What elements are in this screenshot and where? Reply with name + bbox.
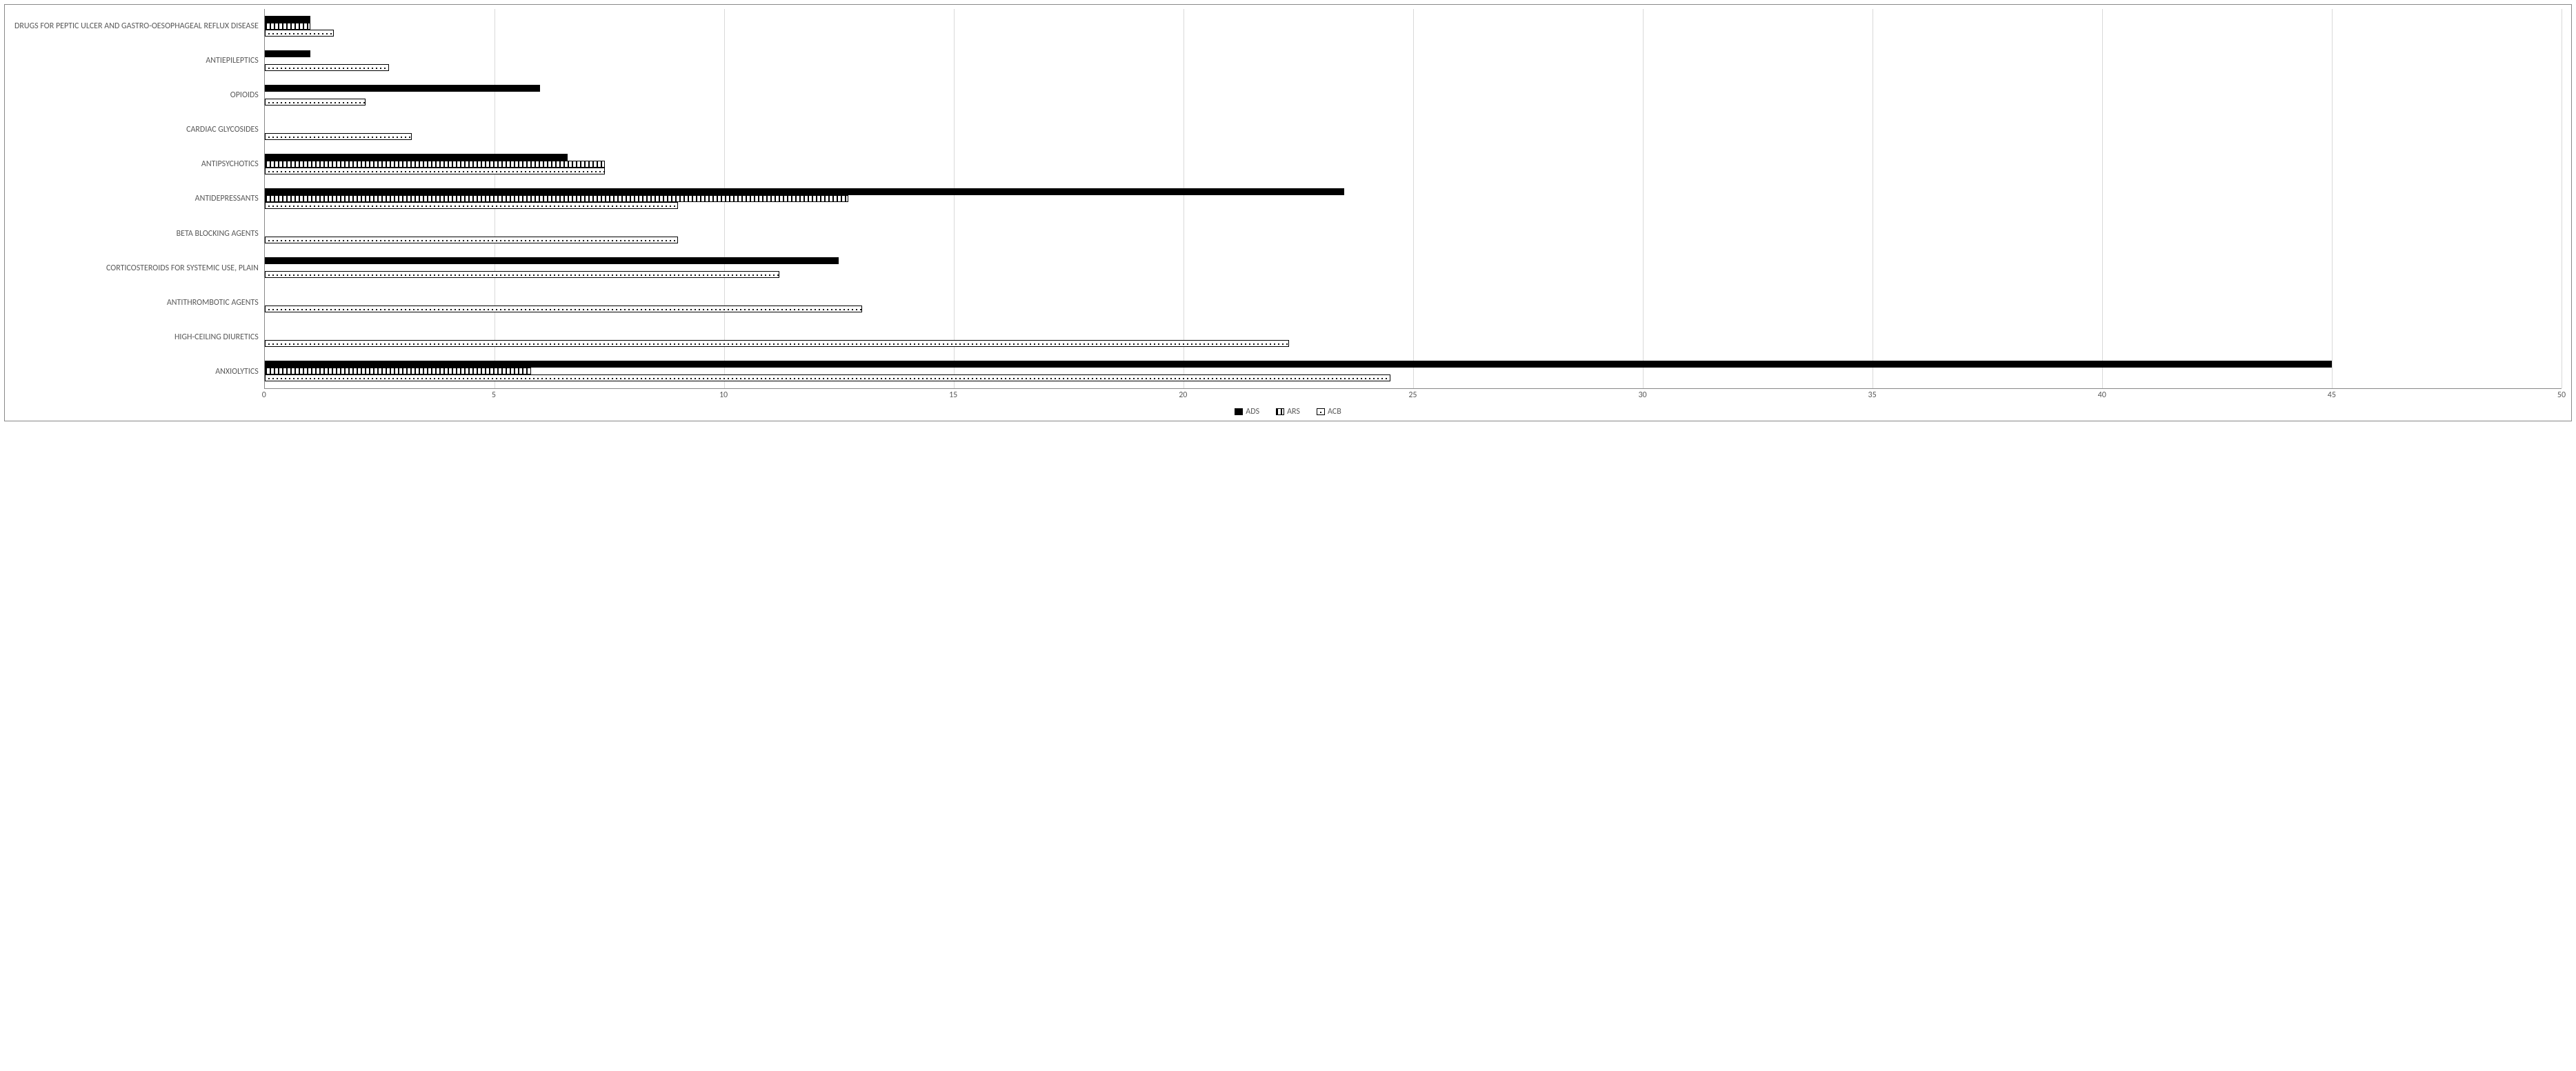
category-group	[265, 9, 2562, 43]
legend-item-acb: ACB	[1317, 407, 1341, 417]
bar-acb	[265, 237, 678, 243]
bar-ads	[265, 361, 2332, 368]
plot-row: DRUGS FOR PEPTIC ULCER AND GASTRO-OESOPH…	[14, 9, 2562, 389]
bar-acb	[265, 99, 366, 106]
bar-acb	[265, 168, 605, 174]
bar-acb	[265, 202, 678, 209]
category-group	[265, 250, 2562, 285]
y-axis-category-label: ANXIOLYTICS	[14, 354, 259, 389]
y-axis-category-label: HIGH-CEILING DIURETICS	[14, 320, 259, 354]
y-axis-category-label: ANTITHROMBOTIC AGENTS	[14, 286, 259, 320]
x-tick-label: 5	[492, 390, 496, 400]
legend-item-ads: ADS	[1235, 407, 1259, 417]
plot-area	[264, 9, 2562, 389]
x-tick-label: 0	[262, 390, 266, 400]
x-tick-label: 10	[719, 390, 728, 400]
bar-ars	[265, 23, 311, 30]
bar-acb	[265, 64, 389, 71]
x-tick-label: 15	[949, 390, 957, 400]
legend-item-ars: ARS	[1276, 407, 1300, 417]
bar-acb	[265, 271, 779, 278]
bar-ars	[265, 161, 605, 168]
bar-ads	[265, 154, 568, 161]
x-axis-row: 05101520253035404550	[14, 389, 2562, 403]
bar-ads	[265, 257, 839, 264]
y-axis-category-label: ANTIEPILEPTICS	[14, 43, 259, 78]
category-group	[265, 181, 2562, 216]
y-axis-category-label: CARDIAC GLYCOSIDES	[14, 112, 259, 147]
x-tick-label: 45	[2328, 390, 2336, 400]
category-group	[265, 147, 2562, 181]
legend: ADS ARS ACB	[14, 403, 2562, 417]
y-axis-labels: DRUGS FOR PEPTIC ULCER AND GASTRO-OESOPH…	[14, 9, 264, 389]
legend-label-ars: ARS	[1287, 407, 1300, 417]
legend-swatch-acb	[1317, 408, 1325, 415]
bar-ads	[265, 50, 311, 57]
bar-acb	[265, 340, 1289, 347]
category-group	[265, 319, 2562, 354]
x-tick-label: 50	[2557, 390, 2566, 400]
legend-swatch-ars	[1276, 408, 1284, 415]
bar-ads	[265, 85, 541, 92]
y-axis-category-label: ANTIDEPRESSANTS	[14, 181, 259, 216]
legend-label-acb: ACB	[1328, 407, 1341, 417]
legend-swatch-ads	[1235, 408, 1243, 415]
x-tick-label: 35	[1868, 390, 1877, 400]
y-axis-category-label: BETA BLOCKING AGENTS	[14, 217, 259, 251]
y-axis-category-label: CORTICOSTEROIDS FOR SYSTEMIC USE, PLAIN	[14, 251, 259, 286]
bar-ads	[265, 16, 311, 23]
y-axis-category-label: OPIOIDS	[14, 78, 259, 112]
bar-acb	[265, 374, 1390, 381]
x-tick-label: 30	[1638, 390, 1646, 400]
legend-label-ads: ADS	[1246, 407, 1259, 417]
x-tick-label: 25	[1408, 390, 1417, 400]
x-axis-spacer	[14, 389, 264, 403]
bar-ads	[265, 188, 1344, 195]
chart-inner: DRUGS FOR PEPTIC ULCER AND GASTRO-OESOPH…	[14, 9, 2562, 417]
y-axis-category-label: ANTIPSYCHOTICS	[14, 147, 259, 181]
x-tick-label: 40	[2098, 390, 2106, 400]
category-group	[265, 216, 2562, 250]
bar-acb	[265, 133, 412, 140]
bar-ars	[265, 368, 531, 374]
chart-container: DRUGS FOR PEPTIC ULCER AND GASTRO-OESOPH…	[4, 4, 2572, 421]
bar-acb	[265, 306, 862, 312]
category-group	[265, 285, 2562, 319]
bar-ars	[265, 195, 848, 202]
category-group	[265, 43, 2562, 78]
x-axis-ticks: 05101520253035404550	[264, 389, 2562, 403]
category-group	[265, 112, 2562, 147]
x-tick-label: 20	[1179, 390, 1187, 400]
category-group	[265, 354, 2562, 388]
y-axis-category-label: DRUGS FOR PEPTIC ULCER AND GASTRO-OESOPH…	[14, 9, 259, 43]
bar-acb	[265, 30, 334, 37]
category-group	[265, 78, 2562, 112]
